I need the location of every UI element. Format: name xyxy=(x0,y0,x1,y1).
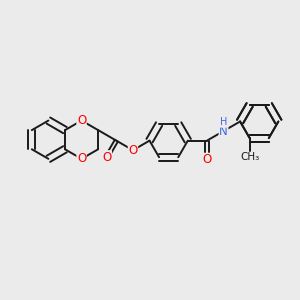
Text: O: O xyxy=(77,152,86,165)
Text: CH₃: CH₃ xyxy=(240,152,259,162)
Text: O: O xyxy=(102,151,111,164)
Text: O: O xyxy=(128,144,138,157)
Text: H: H xyxy=(220,118,227,128)
Text: O: O xyxy=(202,153,212,166)
Text: N: N xyxy=(219,124,228,138)
Text: O: O xyxy=(77,114,86,127)
